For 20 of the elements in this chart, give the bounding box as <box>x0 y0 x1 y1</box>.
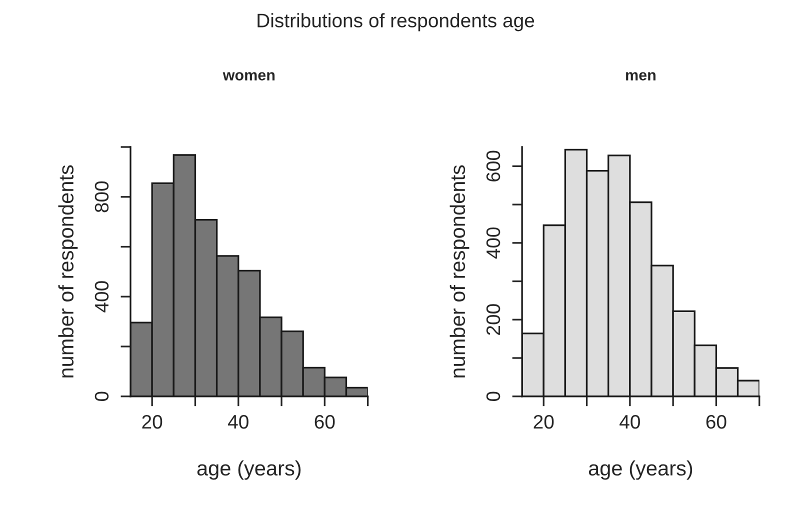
x-tick-label: 40 <box>620 414 640 429</box>
chart-subtitle: women <box>222 72 275 80</box>
y-tick-label: 600 <box>486 150 500 182</box>
y-tick-label: 200 <box>486 304 500 335</box>
chart-subtitle: men <box>626 72 656 80</box>
x-tick-label: 60 <box>314 414 335 429</box>
x-tick-label: 60 <box>706 414 726 429</box>
x-axis-title: age (years) <box>588 460 692 480</box>
y-tick-label: 400 <box>94 281 109 312</box>
y-axis-title: number of respondents <box>58 165 78 378</box>
x-tick-label: 20 <box>142 414 162 429</box>
y-tick-label: 0 <box>486 392 500 402</box>
y-tick-label: 0 <box>94 392 109 402</box>
x-tick-label: 20 <box>534 414 554 429</box>
chart-title: Distributions of respondents age <box>258 13 534 32</box>
x-tick-label: 40 <box>228 414 248 429</box>
x-axis-title: age (years) <box>197 460 301 480</box>
y-axis-title: number of respondents <box>450 165 470 378</box>
y-tick-label: 400 <box>486 227 500 259</box>
y-tick-label: 800 <box>94 181 109 212</box>
